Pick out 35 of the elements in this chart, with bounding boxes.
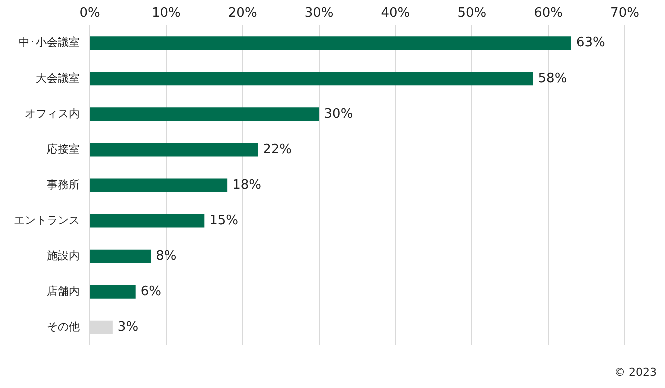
y-tick-label: エントランス — [14, 214, 80, 227]
bar — [90, 143, 258, 157]
bar — [90, 214, 205, 228]
bar — [90, 36, 572, 50]
x-tick-label: 10% — [152, 6, 181, 22]
y-tick-label: オフィス内 — [25, 107, 80, 120]
data-label: 15% — [210, 213, 239, 228]
x-tick-label: 0% — [80, 6, 100, 22]
y-tick-label: その他 — [47, 320, 80, 334]
x-tick-label: 60% — [534, 6, 564, 22]
y-tick-label: 中･小会議室 — [19, 36, 80, 50]
x-tick-label: 30% — [304, 6, 334, 22]
bar — [90, 178, 228, 192]
text: © 2023 — [614, 366, 657, 379]
data-label: 18% — [232, 178, 262, 193]
data-label: 22% — [263, 142, 292, 158]
data-label: 58% — [538, 71, 568, 86]
y-tick-label: 事務所 — [47, 178, 80, 192]
y-tick-label: 施設内 — [47, 249, 80, 262]
y-tick-label: 店舗内 — [47, 284, 80, 298]
bar — [90, 108, 320, 122]
data-label: 3% — [118, 320, 139, 336]
y-tick-label: 応接室 — [47, 142, 80, 156]
data-label: 6% — [140, 284, 162, 300]
x-tick-label: 40% — [381, 6, 410, 22]
x-tick-label: 50% — [458, 6, 487, 22]
x-tick-label: 70% — [610, 6, 640, 22]
bar — [90, 285, 136, 299]
x-tick-label: 20% — [228, 6, 258, 22]
data-label: 8% — [156, 248, 177, 264]
bar — [90, 72, 534, 86]
y-tick-label: 大会議室 — [36, 72, 80, 85]
bar — [90, 250, 152, 264]
data-label: 63% — [576, 36, 606, 51]
data-label: 30% — [324, 106, 354, 122]
